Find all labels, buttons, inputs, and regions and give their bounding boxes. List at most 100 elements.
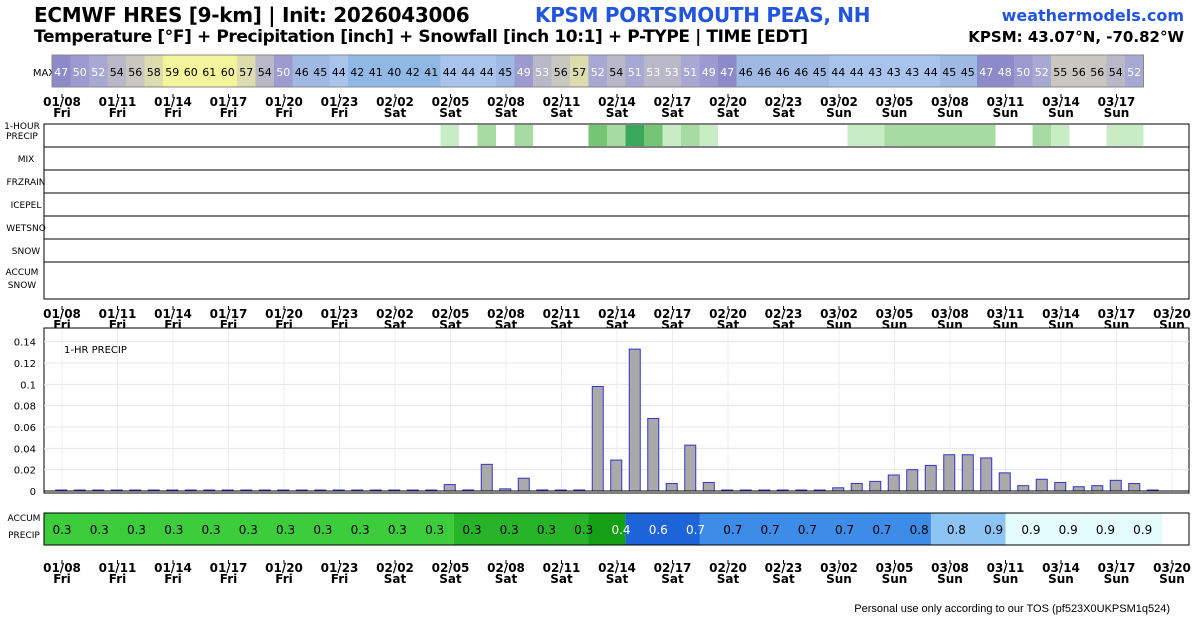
temp-value: 47 — [979, 66, 993, 79]
top-day-label: Sat — [495, 106, 518, 120]
temp-value: 51 — [683, 66, 697, 79]
accum-value: 0.6 — [649, 523, 668, 537]
top-day-label: Fri — [164, 106, 181, 120]
temp-cell — [200, 55, 219, 87]
temp-value: 46 — [776, 66, 790, 79]
bottom-date-label: 03/08 — [931, 561, 969, 575]
temp-value: 52 — [1035, 66, 1049, 79]
accum-segment — [699, 513, 931, 545]
mid-date-label: 03/08 — [931, 307, 969, 321]
top-date-label: 02/08 — [487, 95, 525, 109]
temp-value: 53 — [535, 66, 549, 79]
top-day-label: Fri — [331, 106, 348, 120]
temp-cell — [903, 55, 922, 87]
accum-value: 0.3 — [52, 523, 71, 537]
top-day-label: Sat — [439, 106, 462, 120]
bottom-date-label: 03/20 — [1153, 561, 1191, 575]
temp-cell — [940, 55, 959, 87]
top-date-label: 01/17 — [210, 95, 248, 109]
temp-cell — [588, 55, 607, 87]
temp-cell — [52, 55, 71, 87]
accum-value: 0.9 — [1059, 523, 1078, 537]
chart-subtitle: Temperature [°F] + Precipitation [inch] … — [34, 27, 808, 47]
bottom-date-label: 02/23 — [765, 561, 803, 575]
bottom-date-label: 01/23 — [321, 561, 359, 575]
mid-date-label: 01/17 — [210, 307, 248, 321]
temp-cell — [292, 55, 311, 87]
temp-value: 48 — [998, 66, 1012, 79]
brand-link[interactable]: weathermodels.com — [1001, 6, 1184, 25]
precip-bar — [443, 484, 456, 492]
bottom-day-label: Sun — [993, 572, 1019, 586]
bottom-date-label: 03/02 — [820, 561, 858, 575]
y-tick-label: 0.02 — [14, 466, 36, 477]
temp-cell — [866, 55, 885, 87]
temp-cell — [681, 55, 700, 87]
accum-value: 0.7 — [835, 523, 854, 537]
mid-date-label: 02/17 — [654, 307, 692, 321]
precip-cell — [1051, 125, 1070, 146]
precip-bar — [1035, 478, 1048, 492]
accum-snow-label: ACCUM — [6, 268, 39, 278]
temp-value: 51 — [628, 66, 642, 79]
temp-cell — [551, 55, 570, 87]
accum-value: 0.8 — [947, 523, 966, 537]
top-day-label: Sun — [826, 106, 852, 120]
temp-value: 60 — [221, 66, 235, 79]
accum-value: 0.9 — [984, 523, 1003, 537]
station-coords: KPSM: 43.07°N, -70.82°W — [968, 28, 1184, 46]
top-day-label: Sat — [717, 106, 740, 120]
top-date-label: 02/02 — [376, 95, 414, 109]
bottom-day-label: Sat — [495, 572, 518, 586]
temp-cell — [921, 55, 940, 87]
top-date-label: 02/11 — [543, 95, 581, 109]
mid-date-label: 03/11 — [987, 307, 1025, 321]
temp-cell — [847, 55, 866, 87]
accum-segment — [453, 513, 589, 545]
top-date-label: 01/14 — [154, 95, 192, 109]
top-day-label: Sun — [882, 106, 908, 120]
precip-cell — [903, 125, 922, 146]
temp-cell — [662, 55, 681, 87]
model-title: ECMWF HRES [9-km] | Init: 2026043006 — [34, 3, 470, 27]
precip-cell — [1032, 125, 1051, 146]
temp-cell — [736, 55, 755, 87]
precip-bar — [924, 464, 937, 492]
temp-cell — [403, 55, 422, 87]
precip-bar — [702, 481, 715, 492]
accum-value: 0.8 — [910, 523, 929, 537]
accum-value: 0.9 — [1021, 523, 1040, 537]
accum-value: 0.3 — [425, 523, 444, 537]
temp-cell — [459, 55, 478, 87]
temp-value: 53 — [665, 66, 679, 79]
mid-date-label: 01/08 — [43, 307, 81, 321]
bottom-date-label: 01/20 — [265, 561, 303, 575]
temp-value: 54 — [258, 66, 272, 79]
temp-cell — [977, 55, 996, 87]
mid-date-label: 01/20 — [265, 307, 303, 321]
y-tick-label: 0.12 — [14, 359, 36, 370]
accum-value: 0.4 — [611, 523, 630, 537]
temp-cell — [126, 55, 145, 87]
bottom-date-label: 02/20 — [709, 561, 747, 575]
bottom-day-label: Fri — [109, 572, 126, 586]
bottom-date-label: 03/11 — [987, 561, 1025, 575]
bottom-day-label: Sat — [717, 572, 740, 586]
temp-cell — [477, 55, 496, 87]
accum-value: 0.3 — [388, 523, 407, 537]
accum-value: 0.3 — [462, 523, 481, 537]
temp-value: 46 — [295, 66, 309, 79]
precip-cell — [940, 125, 959, 146]
accum-value: 0.3 — [313, 523, 332, 537]
y-tick-label: 0.1 — [20, 380, 36, 391]
bottom-day-label: Sat — [661, 572, 684, 586]
y-tick-label: 0.04 — [14, 444, 36, 455]
temp-value: 46 — [739, 66, 753, 79]
temp-strip-border — [51, 54, 1144, 88]
temp-value: 59 — [165, 66, 179, 79]
temp-value: 44 — [461, 66, 475, 79]
top-date-label: 03/02 — [820, 95, 858, 109]
temp-cell — [1051, 55, 1070, 87]
temp-value: 60 — [184, 66, 198, 79]
